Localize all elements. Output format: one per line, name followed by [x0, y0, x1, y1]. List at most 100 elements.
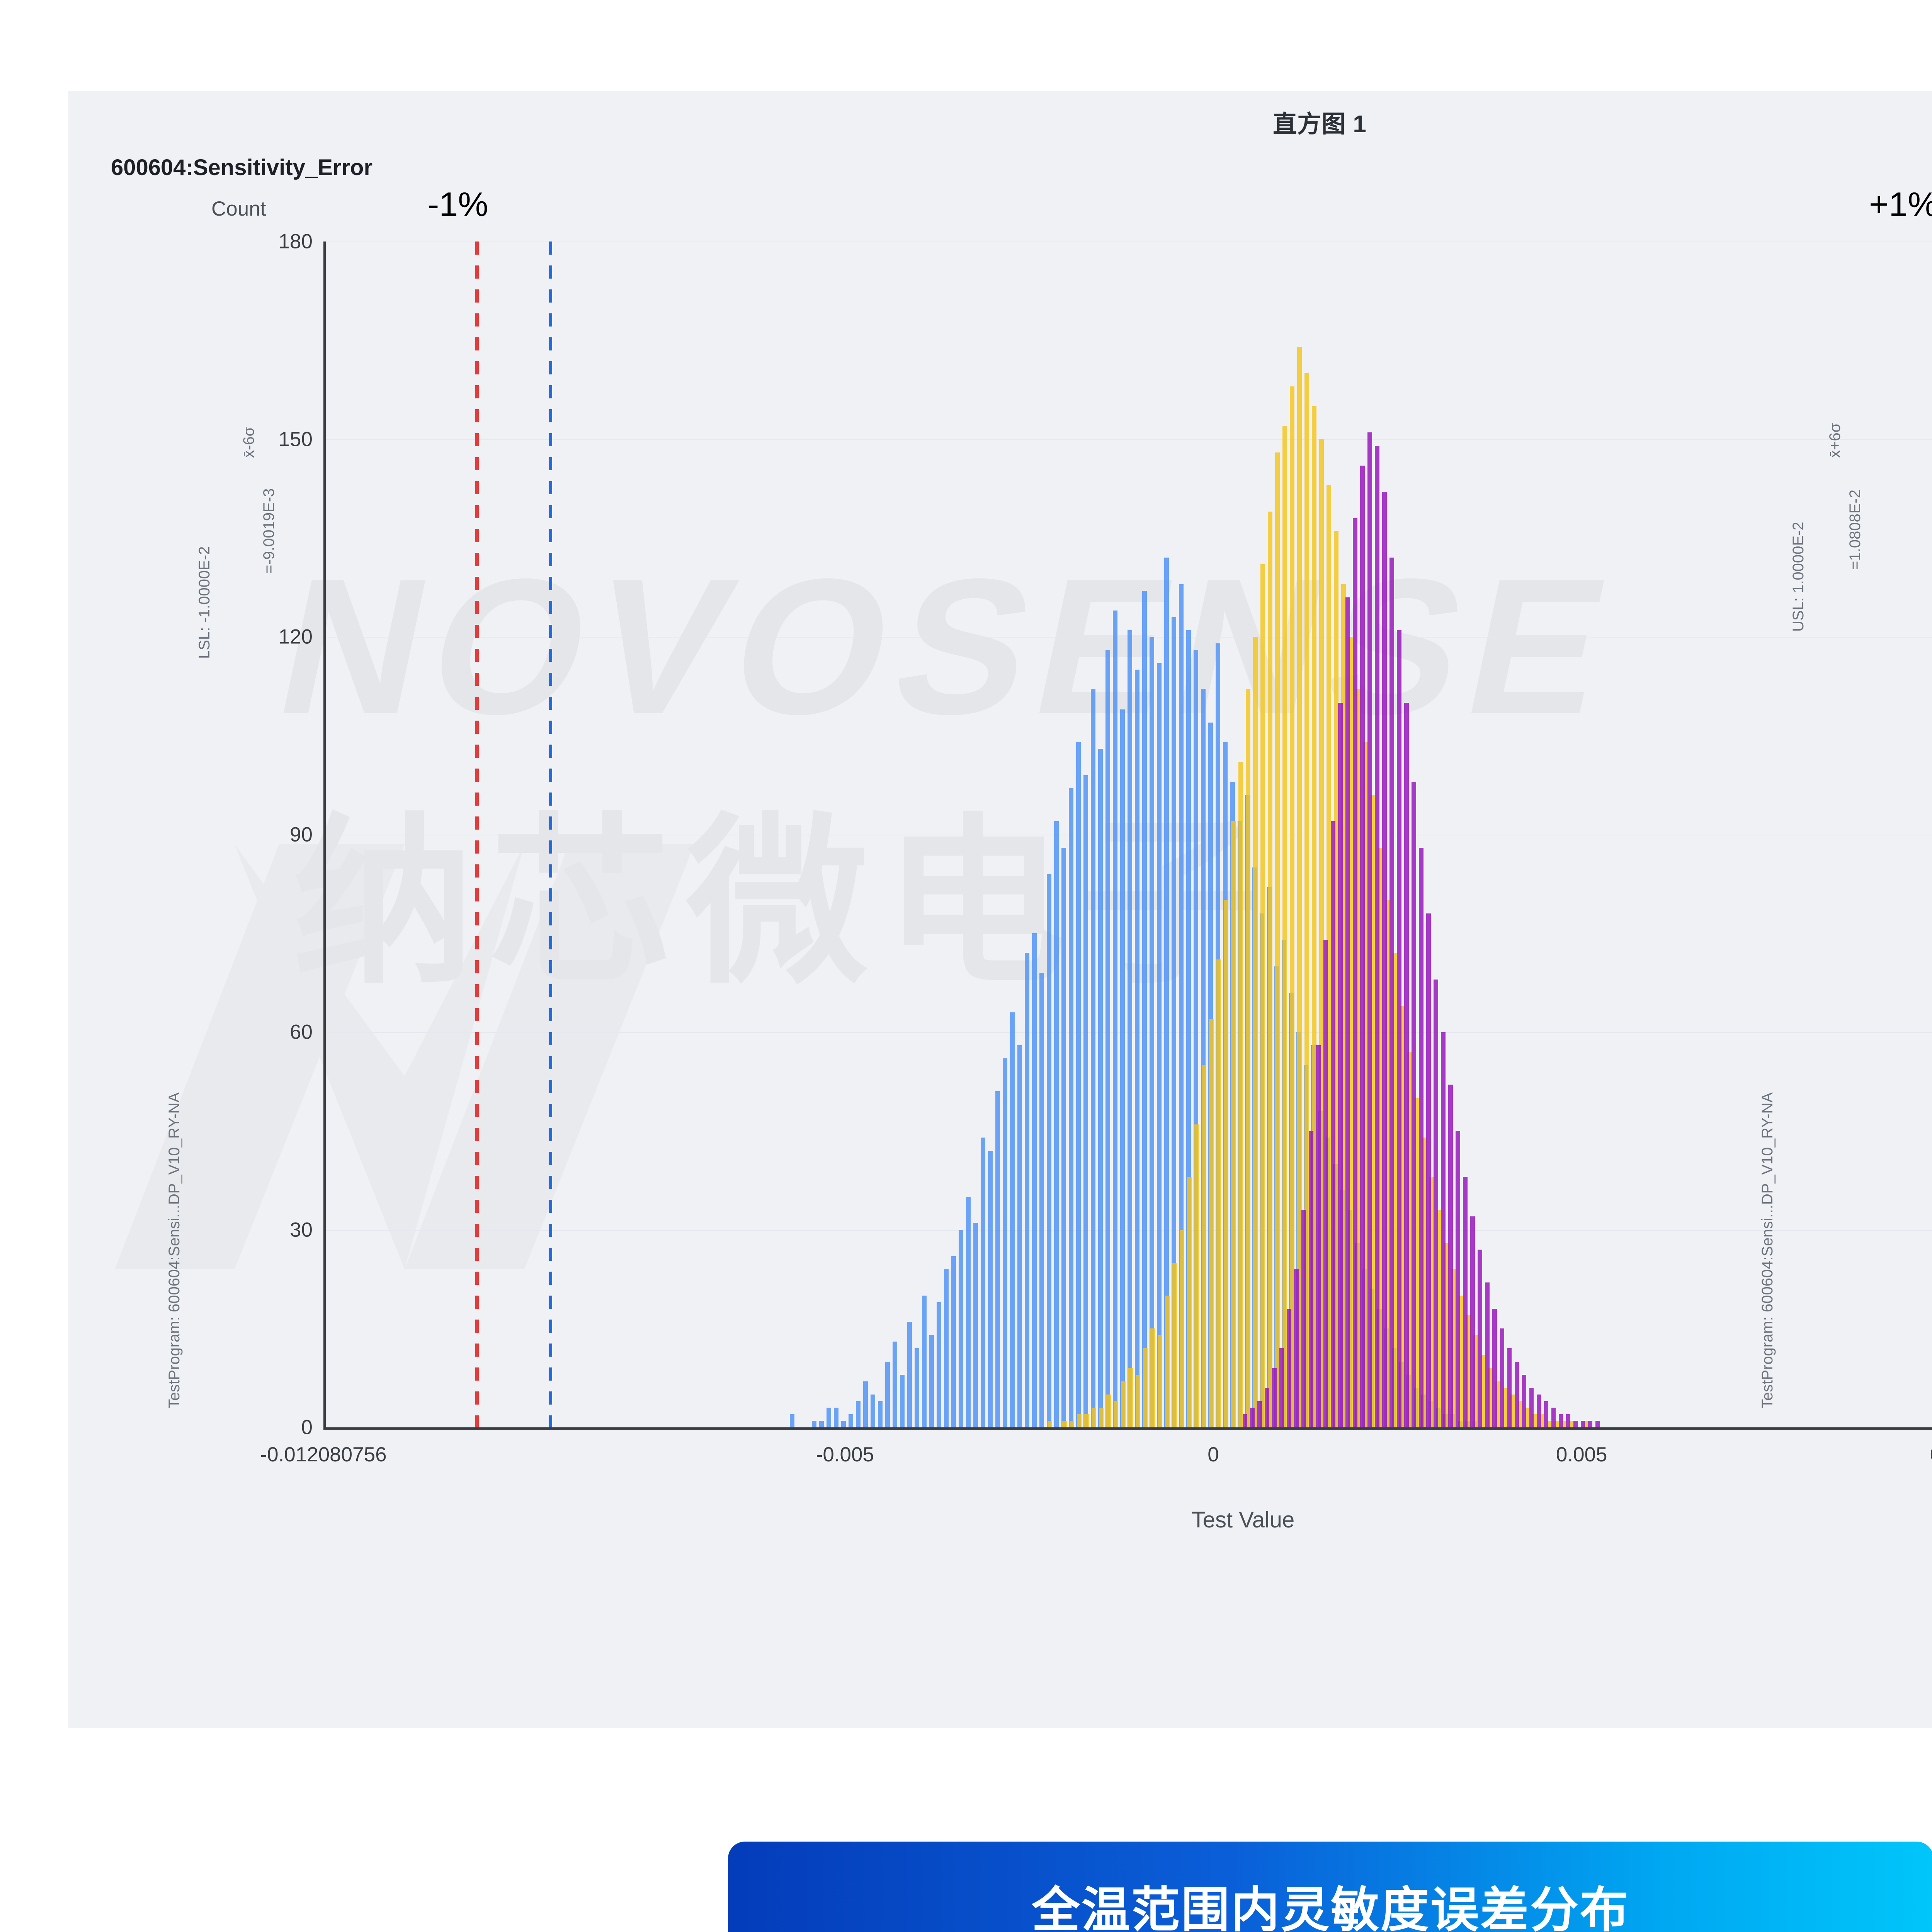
histogram-bar [1561, 1420, 1566, 1427]
histogram-bar [1422, 1137, 1427, 1427]
histogram-bar [959, 1230, 963, 1427]
histogram-bar [1371, 795, 1376, 1427]
y-axis-tick-label: 90 [290, 823, 313, 846]
histogram-bar [1047, 874, 1051, 1427]
x-axis-title: Test Value [1191, 1507, 1295, 1532]
histogram-bar [1319, 439, 1324, 1427]
histogram-bar [1128, 630, 1132, 1427]
histogram-bar [1327, 485, 1332, 1427]
histogram-bar [1583, 1420, 1588, 1427]
histogram-bar [1301, 1210, 1306, 1427]
histogram-bar [1157, 663, 1162, 1427]
histogram-bar [951, 1256, 956, 1427]
histogram-bar [900, 1374, 905, 1427]
histogram-bar [966, 1197, 971, 1427]
histogram-bar [1268, 512, 1273, 1427]
reference-line-xbar-6sigma [548, 242, 552, 1430]
histogram-bar [1186, 630, 1191, 1427]
histogram-bar [1114, 1401, 1118, 1427]
histogram-bar [1323, 940, 1328, 1427]
histogram-bar [1470, 1216, 1475, 1427]
histogram-bar [1077, 1414, 1082, 1427]
histogram-bar [1331, 821, 1336, 1427]
histogram-bar [1539, 1414, 1544, 1427]
series-name-label: 600604:Sensitivity_Error [111, 155, 373, 180]
histogram-bar [1517, 1401, 1522, 1427]
histogram-bar [1143, 1348, 1148, 1427]
histogram-bar [1389, 558, 1395, 1427]
histogram-bar [1084, 1414, 1089, 1427]
histogram-bar [936, 1302, 941, 1427]
chart-panel: NOVOSENSE 纳芯微电子 直方图 1 600604:Sensitivity… [68, 91, 1932, 1728]
histogram-bar [1048, 1420, 1052, 1427]
histogram-bar [1136, 1374, 1140, 1427]
histogram-bar [878, 1401, 883, 1427]
histogram-bar [826, 1407, 831, 1427]
y-axis-tick-label: 180 [278, 230, 313, 253]
histogram-bar [1566, 1414, 1571, 1427]
histogram-bar [1187, 1177, 1192, 1427]
histogram-bar [1224, 900, 1229, 1427]
histogram-bar [1092, 1407, 1096, 1427]
histogram-bar [841, 1420, 846, 1427]
histogram-bar [1338, 702, 1343, 1427]
histogram-bar [907, 1322, 912, 1427]
histogram-bar [1551, 1407, 1556, 1427]
histogram-bar [1525, 1407, 1530, 1427]
histogram-bar [1356, 689, 1361, 1427]
histogram-bar [1287, 1309, 1292, 1427]
histogram-bar [944, 1269, 949, 1427]
histogram-bar [1180, 1230, 1184, 1427]
histogram-bar [1179, 584, 1184, 1427]
histogram-bar [1091, 689, 1095, 1427]
histogram-bar [1558, 1414, 1563, 1427]
histogram-bar [1554, 1420, 1559, 1427]
histogram-bar [1412, 782, 1417, 1427]
histogram-bar [922, 1296, 927, 1427]
histogram-bar [1150, 637, 1154, 1427]
histogram-bar [1209, 1019, 1214, 1427]
histogram-bar [1495, 1381, 1500, 1427]
left-sigma-label-1: x̄-6σ [240, 427, 257, 458]
histogram-bar [1194, 1124, 1199, 1427]
histogram-bar [1062, 1420, 1067, 1427]
histogram-bar [1194, 650, 1198, 1427]
histogram-bar [1429, 1177, 1434, 1427]
histogram-bar [1106, 1394, 1111, 1427]
histogram-bar [1246, 689, 1251, 1427]
histogram-bar [1105, 650, 1110, 1427]
histogram-bar [1260, 564, 1265, 1427]
histogram-bar [1375, 446, 1380, 1427]
histogram-bar [789, 1414, 794, 1427]
histogram-bar [1172, 1262, 1177, 1427]
histogram-bar [1099, 1407, 1104, 1427]
upper-spec-percent-label: +1% [1869, 185, 1932, 223]
histogram-bar [1282, 426, 1287, 1427]
histogram-bar [1069, 788, 1073, 1427]
y-axis-tick-label: 30 [290, 1218, 313, 1241]
left-sigma-label-2: =-9.0019E-3 [260, 488, 277, 574]
histogram-bar [1010, 1012, 1015, 1427]
histogram-bar [1532, 1414, 1537, 1427]
footer-banner: 全温范围内灵敏度误差分布 [728, 1842, 1932, 1932]
footer-banner-text: 全温范围内灵敏度误差分布 [1032, 1883, 1630, 1932]
histogram-bar [811, 1420, 816, 1427]
histogram-bar [1415, 1098, 1420, 1427]
histogram-bar [1451, 1269, 1456, 1427]
histogram-bar [1039, 973, 1044, 1427]
histogram-bar [1588, 1420, 1593, 1427]
x-axis-tick-label: 0.005 [1556, 1443, 1607, 1466]
histogram-bar [863, 1381, 868, 1427]
histogram-bar [1312, 406, 1317, 1427]
histogram-bar [1265, 1388, 1270, 1427]
histogram-bar [1202, 1065, 1206, 1427]
histogram-bar [1076, 742, 1081, 1427]
y-axis-tick-label: 120 [278, 625, 313, 648]
right-testprogram-label: TestProgram: 600604:Sensi...DP_V10_RY-NA [1759, 1092, 1776, 1408]
histogram-bar [1135, 670, 1139, 1427]
histogram-bar [1309, 1131, 1314, 1427]
histogram-bar [1573, 1420, 1578, 1427]
y-axis-caption: Count [211, 197, 266, 220]
histogram-bar [1253, 637, 1258, 1427]
histogram-bar [1363, 742, 1368, 1427]
